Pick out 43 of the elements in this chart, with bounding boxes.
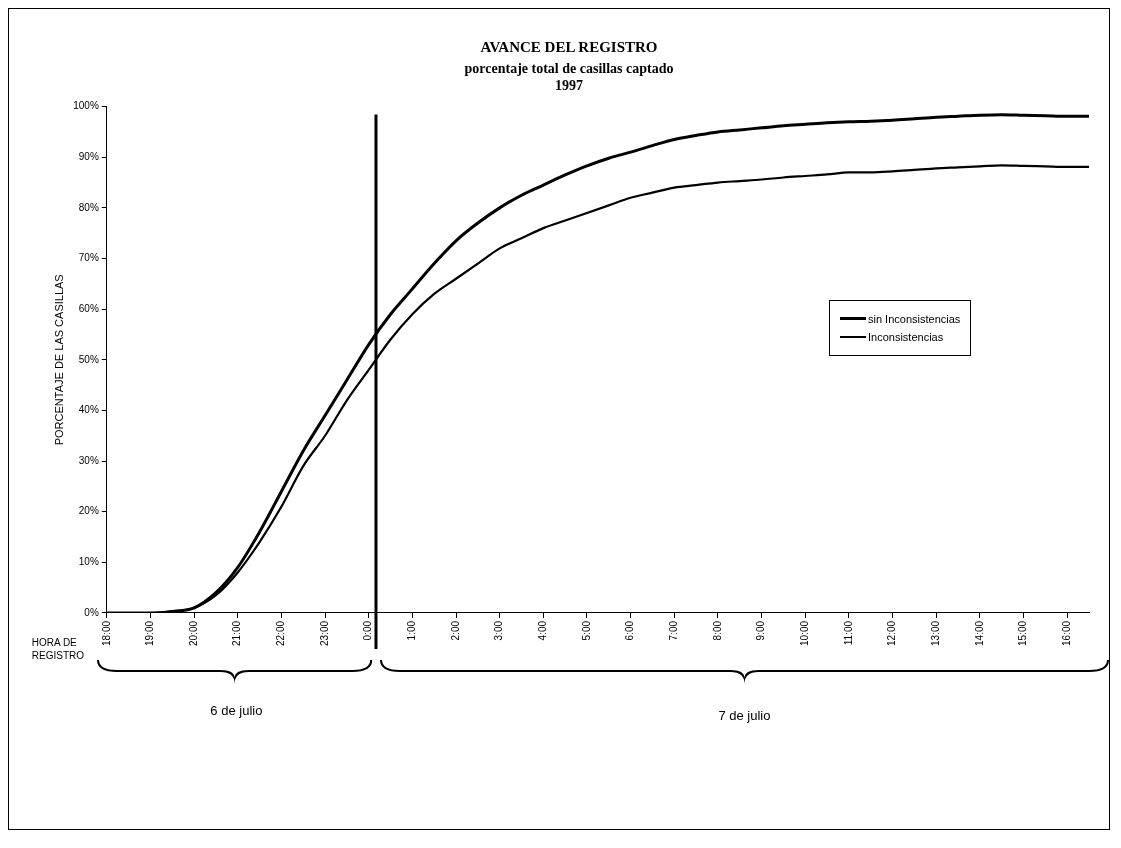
x-tick-label: 2:00 [449,620,461,641]
x-tick-label: 15:00 [1017,620,1029,647]
y-tick-label: 60% [78,302,99,314]
y-tick-label: 90% [78,150,99,162]
legend-label: sin Inconsistencias [868,312,961,325]
y-tick-label: 70% [78,252,99,264]
text: HORA DE REGISTRO [31,636,84,661]
x-tick-label: 18:00 [100,620,112,647]
x-tick-label: 7:00 [668,620,680,641]
x-tick-label: 21:00 [231,620,243,647]
chart-subtitle: porcentaje total de casillas captado [464,61,674,77]
text: 7 de julio [717,707,772,723]
x-tick-label: 4:00 [537,620,549,641]
text: 6 de julio [209,702,264,718]
x-tick-label: 11:00 [842,620,854,646]
x-tick-label: 20:00 [187,620,199,647]
x-tick-label: 5:00 [580,620,592,641]
x-tick-label: 1:00 [406,620,418,641]
x-tick-label: 22:00 [275,620,287,647]
x-tick-label: 13:00 [929,620,941,647]
x-tick-label: 9:00 [755,620,767,641]
x-tick-label: 16:00 [1060,620,1072,647]
y-tick-label: 40% [78,404,99,416]
x-tick-label: 8:00 [711,620,723,641]
y-tick-label: 10% [78,556,99,568]
y-tick-label: 20% [78,505,99,517]
legend-label: Inconsistencias [868,330,944,343]
chart-title: AVANCE DEL REGISTRO [480,38,658,55]
x-tick-label: 6:00 [624,620,636,641]
x-tick-label: 12:00 [886,620,898,647]
y-tick-label: 30% [78,454,99,466]
x-tick-label: 10:00 [799,620,810,647]
x-tick-label: 0:00 [362,620,374,641]
x-tick-label: 19:00 [144,620,156,647]
y-axis-title: PORCENTAJE DE LAS CASILLAS [52,274,65,446]
x-tick-label: 3:00 [493,620,505,641]
x-tick-label: 14:00 [973,620,985,647]
y-tick-label: 80% [78,201,99,213]
y-tick-label: 50% [78,353,99,365]
y-tick-label: 100% [73,100,99,112]
x-tick-label: 23:00 [318,620,330,647]
y-tick-label: 0% [84,606,99,618]
text: 1997 [555,77,583,93]
